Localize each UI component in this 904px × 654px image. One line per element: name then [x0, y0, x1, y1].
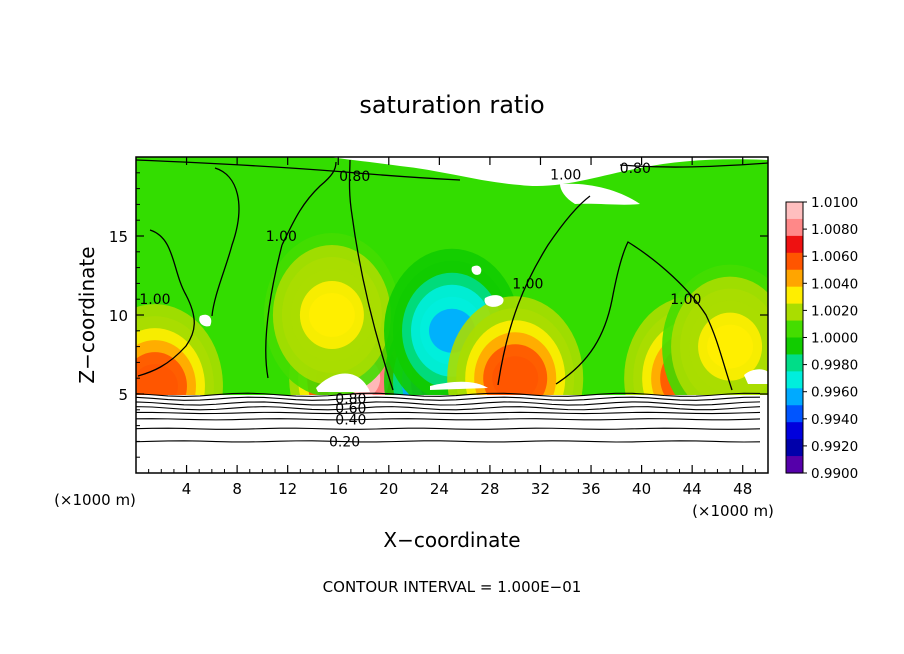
contour-line-h: [136, 159, 461, 181]
x-tick-label: 36: [581, 480, 600, 498]
contour-interval-note: CONTOUR INTERVAL = 1.000E−01: [323, 578, 582, 596]
x-tick-label: 28: [480, 480, 499, 498]
stratified-contour: [136, 406, 761, 411]
contour-label: 0.80: [339, 169, 370, 185]
field-blob: [492, 356, 539, 401]
colorbar-label: 0.9920: [811, 439, 858, 455]
white-region-blue-peak: [430, 381, 488, 390]
colorbar-label: 1.0000: [811, 331, 858, 347]
contour-label: 1.00: [512, 276, 543, 292]
contour-labels: 0.200.400.600.800.80 0.801.001.001.001.00…: [139, 161, 701, 450]
colorbar-label: 0.9980: [811, 358, 858, 374]
stratified-contour: [136, 440, 761, 443]
x-tick-label: 20: [379, 480, 398, 498]
x-unit-left: (×1000 m): [54, 491, 136, 509]
colorbar-swatch: [786, 218, 803, 237]
contour-label: 1.00: [139, 292, 170, 308]
stratified-contour: [136, 427, 761, 430]
colorbar-swatch: [786, 320, 803, 339]
colorbar-swatch: [786, 286, 803, 305]
contour-line-g: [211, 167, 240, 317]
field-blob: [308, 293, 355, 337]
x-unit-right: (×1000 m): [692, 502, 774, 520]
colorbar-label: 0.9940: [811, 412, 858, 428]
x-tick-label: 16: [329, 480, 348, 498]
contour-line-e: [555, 241, 733, 391]
x-tick-label: 32: [531, 480, 550, 498]
x-tick-label: 4: [182, 480, 192, 498]
colorbar-swatch: [786, 456, 803, 474]
stratified-contour: [136, 401, 761, 406]
upper-contour-lines: [136, 159, 768, 391]
colorbar-swatch: [786, 337, 803, 356]
contour-line-c: [348, 159, 394, 391]
x-axis-ticks: 4 8 12 16 20 24 28 32 36 40 44 48: [148, 157, 756, 498]
colorbar-label: 1.0040: [811, 276, 858, 292]
colorbar-swatch: [786, 388, 803, 406]
contour-line-i: [619, 162, 768, 168]
colorbar-swatch: [786, 235, 803, 254]
colorbar-swatch: [786, 422, 803, 440]
contour-label: 0.80: [335, 392, 366, 408]
white-patch-2: [484, 295, 504, 307]
colorbar-swatches: [786, 202, 803, 474]
colorbar-swatch: [786, 439, 803, 457]
contour-label: 0.80: [620, 161, 651, 177]
colorbar-label: 0.9900: [811, 466, 858, 482]
colorbar-swatch: [786, 354, 803, 372]
stratified-contour: [136, 418, 761, 421]
plot-area: 0.200.400.600.800.80 0.801.001.001.001.00…: [135, 156, 769, 474]
colorbar-label: 1.0080: [811, 222, 858, 238]
y-tick-label: 5: [118, 386, 128, 404]
x-axis-title: X−coordinate: [383, 528, 520, 552]
colorbar-swatch: [786, 371, 803, 389]
chart-title: saturation ratio: [359, 91, 544, 119]
x-tick-label: 44: [683, 480, 702, 498]
stratified-contour: [136, 392, 761, 397]
colorbar-swatch: [786, 269, 803, 288]
contour-line-f: [137, 229, 195, 377]
white-patch-4: [744, 369, 768, 384]
x-tick-label: 40: [632, 480, 651, 498]
contour-label: 1.00: [266, 229, 297, 245]
stratified-contour: [136, 396, 761, 401]
colorbar-swatch: [786, 303, 803, 322]
contour-line-b: [265, 244, 283, 379]
x-tick-label: 8: [232, 480, 242, 498]
y-tick-label: 10: [109, 307, 128, 325]
white-patch-1: [471, 265, 482, 275]
colorbar-label: 1.0060: [811, 249, 858, 265]
colorbar-label: 1.0020: [811, 303, 858, 319]
white-region-top-right: [560, 183, 640, 205]
y-tick-label: 15: [109, 228, 128, 246]
x-tick-label: 12: [278, 480, 297, 498]
stratified-contour: [136, 411, 761, 415]
contour-line-d: [497, 195, 591, 386]
contour-label: 0.20: [329, 434, 360, 450]
colorbar-swatch: [786, 252, 803, 271]
colorbar-label: 0.9960: [811, 385, 858, 401]
colorbar: 1.0100 1.0080 1.0060 1.0040 1.0020 1.0000 0.99…: [785, 195, 858, 482]
contour-label: 0.40: [335, 412, 366, 428]
x-tick-label: 24: [430, 480, 449, 498]
y-axis-title: Z−coordinate: [75, 246, 99, 383]
lower-contour-lines: [136, 392, 761, 443]
y-axis-ticks: 5 10 15: [109, 172, 768, 458]
white-patch-3: [199, 314, 212, 327]
colorbar-labels: 1.0100 1.0080 1.0060 1.0040 1.0020 1.0000 0.99…: [803, 195, 858, 482]
colorbar-swatch: [786, 405, 803, 423]
lower-region: [136, 395, 768, 473]
contour-label: 1.00: [550, 167, 581, 183]
colorbar-swatch: [786, 202, 803, 220]
contour-label: 1.00: [670, 292, 701, 308]
white-region-red-peak: [316, 373, 370, 392]
contour-line-a: [281, 161, 337, 246]
x-tick-label: 48: [733, 480, 752, 498]
contour-label: 0.60: [335, 401, 366, 417]
colorbar-label: 1.0100: [811, 195, 858, 211]
field-blob: [707, 324, 754, 369]
